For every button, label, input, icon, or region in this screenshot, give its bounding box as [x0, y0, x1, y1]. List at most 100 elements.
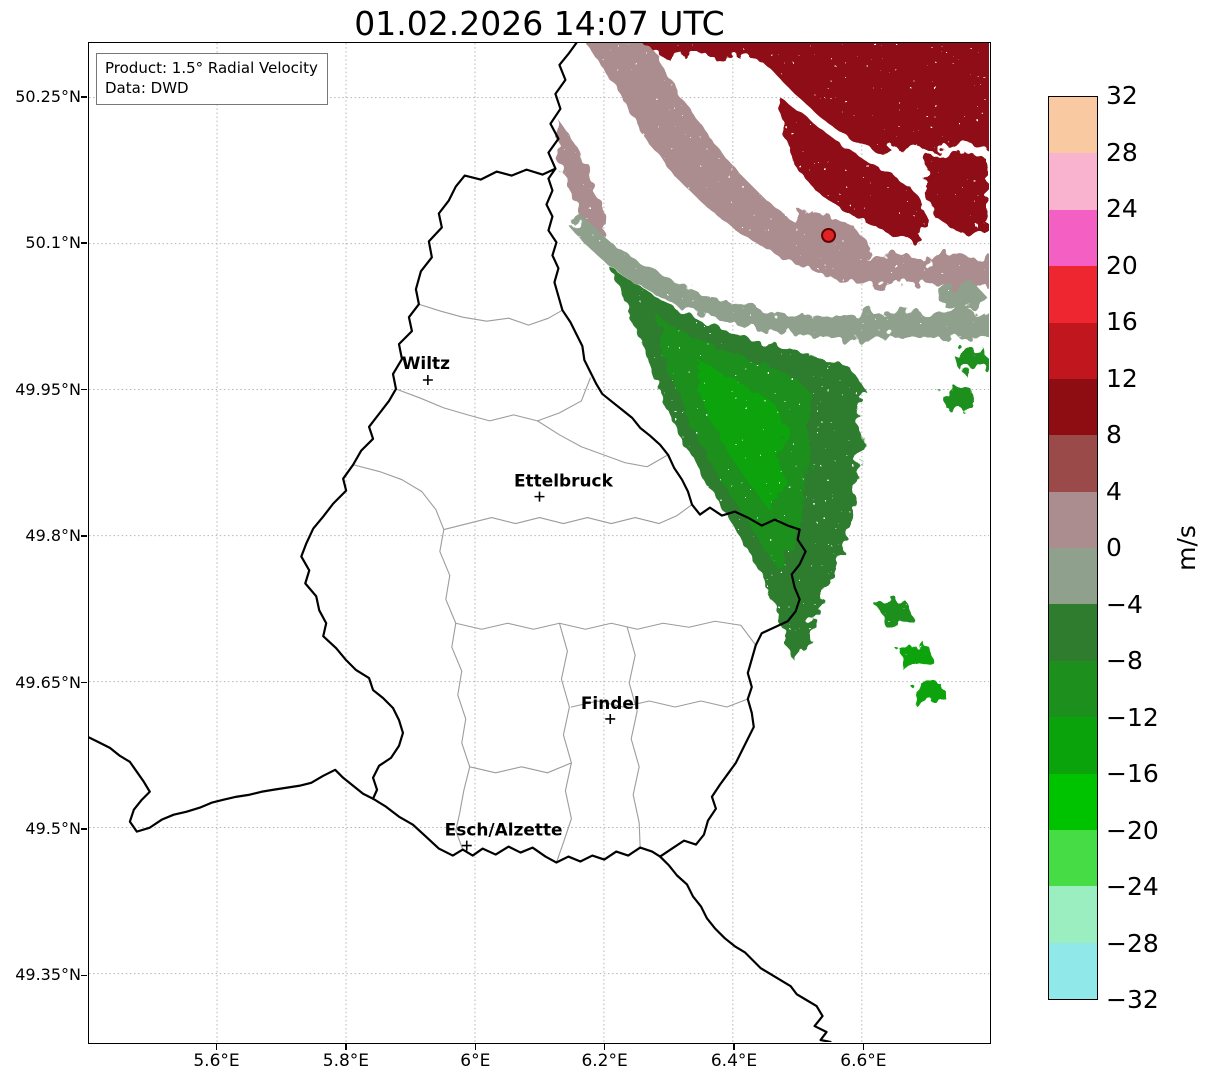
x-tick-label: 5.8°E: [322, 1051, 370, 1071]
city-label: Wiltz: [402, 353, 450, 373]
map-plot-area: Wiltz Ettelbruck Findel Esch/Alzette Produc…: [88, 42, 991, 1044]
x-tick-label: 6.2°E: [581, 1051, 628, 1071]
y-tick-label: 49.35°N: [15, 965, 81, 985]
echo-green: [950, 346, 989, 373]
x-tick-mark: [603, 1044, 606, 1050]
city: Findel: [581, 693, 640, 724]
echo-red: [642, 43, 989, 155]
colorbar-segment: [1049, 322, 1097, 379]
border-luxembourg: [300, 167, 807, 864]
colorbar-tick-label: −20: [1106, 815, 1159, 845]
echo-green: [938, 387, 979, 410]
echo-red: [923, 150, 989, 233]
product-info-box: Product: 1.5° Radial Velocity Data: DWD: [96, 53, 328, 105]
border-france-germany: [659, 855, 832, 1042]
y-tick-label: 50.1°N: [25, 233, 81, 253]
y-tick-mark: [81, 828, 87, 830]
colorbar-unit-label: m/s: [1172, 525, 1201, 571]
city-marker: [605, 713, 616, 724]
x-tick-mark: [862, 1044, 865, 1050]
echo-mauve: [553, 120, 608, 239]
colorbar-segment: [1049, 548, 1097, 605]
city-marker: [461, 840, 472, 851]
colorbar-segment: [1049, 378, 1097, 436]
echo-red: [778, 95, 929, 241]
y-tick-label: 49.5°N: [25, 818, 81, 838]
colorbar-tick-label: −32: [1106, 985, 1159, 1014]
radar-site-marker: [821, 227, 837, 243]
colorbar-tick-label: −24: [1106, 872, 1159, 901]
y-tick-mark: [81, 96, 87, 98]
colorbar-tick-label: 0: [1106, 533, 1122, 562]
y-tick-mark: [81, 974, 87, 977]
radar-echoes: [553, 43, 989, 707]
gridlines: [89, 43, 989, 1042]
colorbar-segment: [1049, 435, 1097, 492]
colorbar-segment: [1049, 942, 1097, 999]
y-tick-mark: [81, 681, 87, 684]
colorbar-segment: [1049, 717, 1097, 774]
city-label: Esch/Alzette: [445, 820, 563, 840]
border-belgium-germany: [547, 43, 578, 170]
echo-brightgreen: [896, 644, 935, 672]
colorbar-segment: [1049, 773, 1097, 830]
echo-green: [876, 599, 915, 628]
colorbar-segment: [1049, 660, 1097, 718]
x-tick-label: 6°E: [460, 1051, 491, 1071]
colorbar-tick-label: −4: [1106, 589, 1143, 619]
x-tick-mark: [215, 1044, 218, 1050]
colorbar-segment: [1049, 97, 1097, 154]
page-title: 01.02.2026 14:07 UTC: [354, 4, 725, 43]
x-tick-label: 5.6°E: [193, 1051, 240, 1071]
echo-brightgreen: [695, 360, 789, 510]
echo-brightgreen: [910, 681, 947, 707]
colorbar-segment: [1049, 491, 1097, 548]
y-tick-label: 49.95°N: [15, 379, 81, 399]
x-tick-label: 6.4°E: [710, 1051, 758, 1071]
colorbar-tick-label: 4: [1106, 476, 1122, 506]
city-marker: [534, 491, 545, 502]
city: Wiltz: [402, 353, 450, 385]
x-tick-mark: [733, 1044, 735, 1050]
colorbar-tick-label: 8: [1106, 420, 1122, 449]
colorbar: [1048, 96, 1098, 1000]
colorbar-segment: [1049, 266, 1097, 323]
y-tick-label: 49.65°N: [15, 672, 81, 692]
y-tick-mark: [81, 535, 87, 537]
colorbar-segment: [1049, 829, 1097, 887]
colorbar-segment: [1049, 209, 1097, 267]
echo-graygreen: [571, 215, 989, 341]
echo-graygreen: [938, 282, 989, 313]
city-marker: [422, 375, 433, 385]
colorbar-tick-label: 28: [1106, 137, 1138, 167]
colorbar-tick-label: −8: [1106, 646, 1143, 675]
y-tick-mark: [81, 242, 87, 244]
x-tick-mark: [345, 1044, 347, 1050]
border-belgium-france: [89, 736, 375, 833]
x-tick-label: 6.6°E: [840, 1051, 887, 1071]
y-tick-label: 49.8°N: [25, 526, 81, 546]
data-source-label: Data: DWD: [105, 79, 189, 98]
colorbar-tick-label: −12: [1106, 702, 1159, 732]
city-label: Findel: [581, 693, 640, 713]
city: Esch/Alzette: [445, 820, 563, 851]
colorbar-tick-label: −28: [1106, 928, 1159, 958]
colorbar-tick-label: 16: [1106, 307, 1138, 336]
colorbar-tick-label: 20: [1106, 250, 1138, 280]
colorbar-tick-label: 12: [1106, 363, 1138, 393]
city-label: Ettelbruck: [514, 471, 614, 491]
colorbar-segment: [1049, 604, 1097, 661]
map-canvas: Wiltz Ettelbruck Findel Esch/Alzette: [89, 43, 989, 1042]
city: Ettelbruck: [514, 471, 614, 502]
x-tick-mark: [474, 1044, 477, 1050]
colorbar-segment: [1049, 886, 1097, 943]
product-label: Product: 1.5° Radial Velocity: [105, 59, 318, 77]
district-borders: [352, 303, 757, 864]
y-tick-label: 50.25°N: [15, 86, 81, 106]
echo-mauve: [585, 43, 989, 289]
colorbar-tick-label: 24: [1106, 194, 1138, 223]
city-markers: Wiltz Ettelbruck Findel Esch/Alzette: [402, 353, 640, 851]
colorbar-segment: [1049, 153, 1097, 210]
y-tick-mark: [81, 388, 87, 391]
